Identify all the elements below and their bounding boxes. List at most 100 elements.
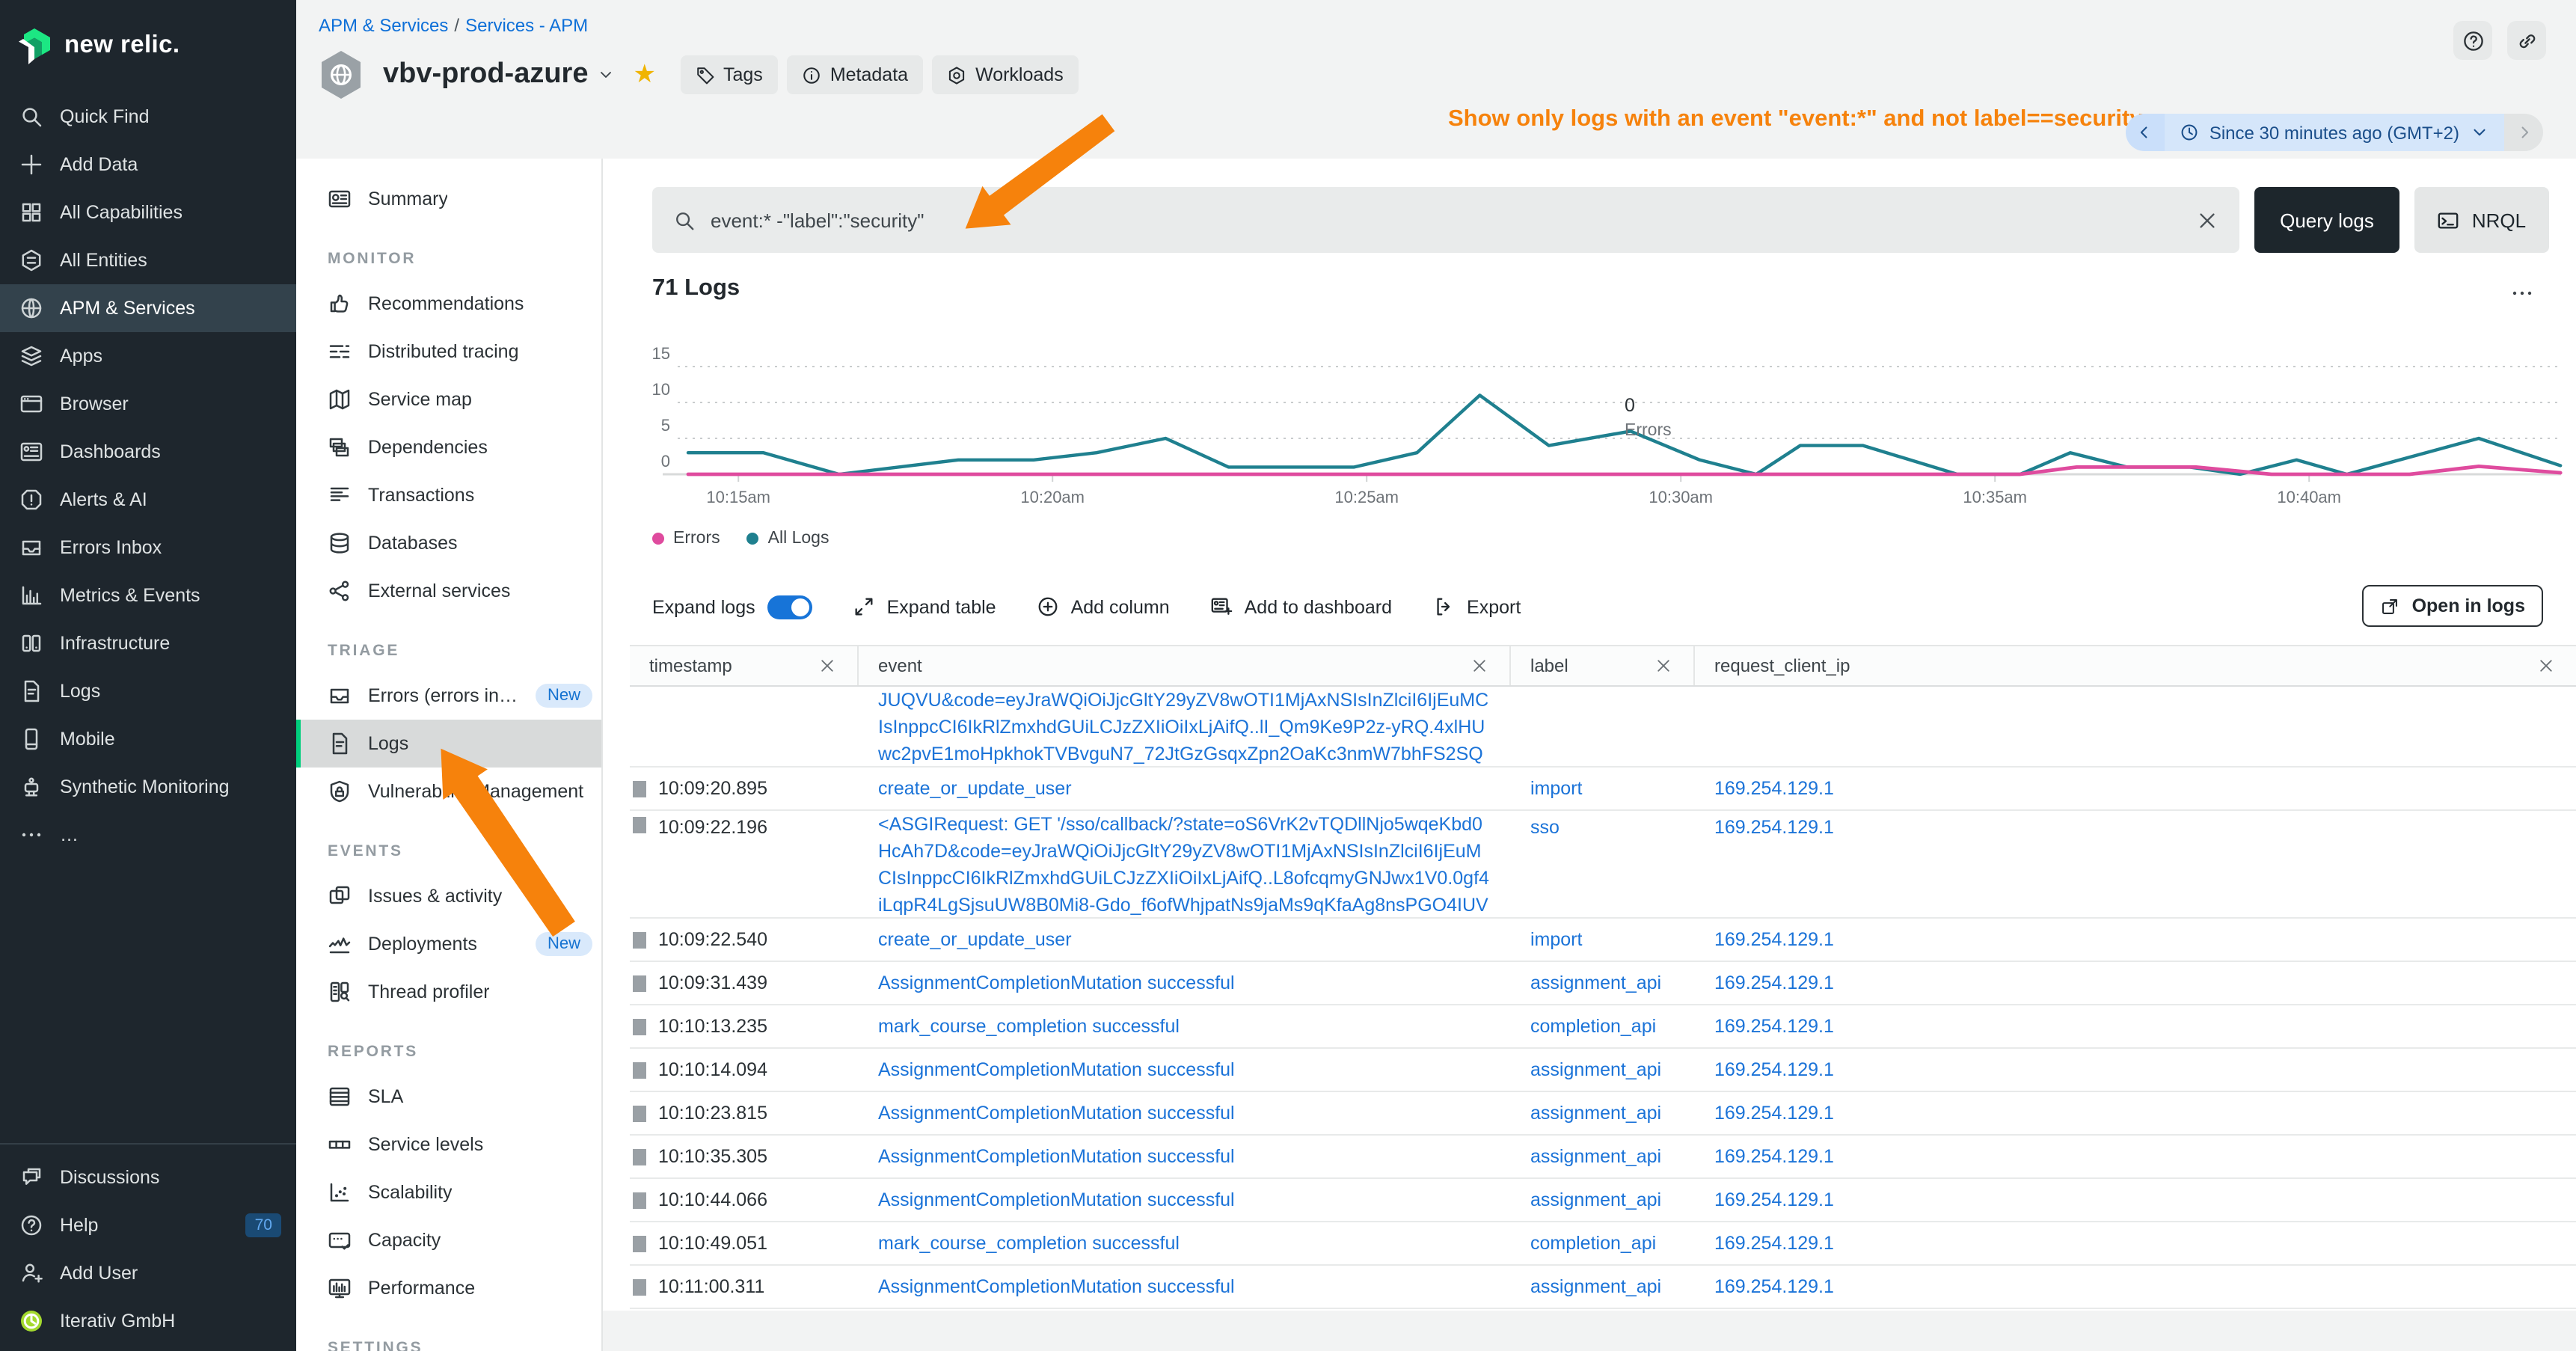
sidebar-item-all-entities[interactable]: All Entities (0, 236, 296, 284)
query-logs-button[interactable]: Query logs (2254, 187, 2399, 253)
ip-link[interactable]: 169.254.129.1 (1714, 972, 1834, 993)
entity-nav-item-external-services[interactable]: External services (296, 567, 601, 615)
time-forward-button[interactable] (2504, 114, 2543, 151)
time-back-button[interactable] (2125, 114, 2165, 151)
entity-chevron-down-icon[interactable] (598, 66, 616, 84)
entity-nav-item-deployments[interactable]: Deployments New (296, 920, 601, 968)
sidebar-item-dashboards[interactable]: Dashboards (0, 428, 296, 476)
breadcrumb-link-apm-services[interactable]: APM & Services (319, 15, 449, 36)
add-to-dashboard-button[interactable]: Add to dashboard (1210, 595, 1392, 618)
remove-column-icon[interactable] (1471, 657, 1488, 675)
sidebar-footer-discussions[interactable]: Discussions (0, 1154, 296, 1201)
expand-logs-toggle[interactable]: Expand logs (652, 595, 812, 619)
entity-nav-item-distributed-tracing[interactable]: Distributed tracing (296, 328, 601, 376)
label-link[interactable]: import (1530, 778, 1583, 799)
legend-item-all-logs[interactable]: All Logs (746, 530, 829, 548)
sidebar-item-add-data[interactable]: Add Data (0, 141, 296, 189)
entity-nav-item-errors-errors-inb[interactable]: Errors (errors inb... New (296, 672, 601, 720)
ip-link[interactable]: 169.254.129.1 (1714, 929, 1834, 950)
entity-nav-item-thread-profiler[interactable]: Thread profiler (296, 968, 601, 1016)
label-link[interactable]: assignment_api (1530, 1103, 1662, 1124)
table-row[interactable]: 10:10:23.815 AssignmentCompletionMutation… (630, 1092, 2576, 1136)
sidebar-footer-add-user[interactable]: Add User (0, 1249, 296, 1297)
label-link[interactable]: completion_api (1530, 1016, 1657, 1037)
legend-item-errors[interactable]: Errors (652, 530, 720, 548)
event-link[interactable]: <ASGIRequest: GET '/sso/callback/?state=… (878, 814, 1489, 916)
event-link[interactable]: AssignmentCompletionMutation successful (878, 1189, 1235, 1210)
expand-table-button[interactable]: Expand table (853, 595, 996, 618)
sidebar-item-infrastructure[interactable]: Infrastructure (0, 619, 296, 667)
column-header-label[interactable]: label (1511, 646, 1695, 685)
workloads-button[interactable]: Workloads (932, 55, 1079, 94)
entity-nav-item-issues-activity[interactable]: Issues & activity (296, 872, 601, 920)
ip-link[interactable]: 169.254.129.1 (1714, 1059, 1834, 1080)
table-row[interactable]: 10:10:35.305 AssignmentCompletionMutation… (630, 1136, 2576, 1179)
event-link[interactable]: create_or_update_user (878, 778, 1072, 799)
sidebar-item-synthetic-monitoring[interactable]: Synthetic Monitoring (0, 763, 296, 811)
ip-link[interactable]: 169.254.129.1 (1714, 1103, 1834, 1124)
ip-link[interactable]: 169.254.129.1 (1714, 1233, 1834, 1254)
table-row[interactable]: 10:10:13.235 mark_course_completion succe… (630, 1005, 2576, 1049)
ip-link[interactable]: 169.254.129.1 (1714, 817, 1834, 838)
column-header-timestamp[interactable]: timestamp (630, 646, 859, 685)
sidebar-item-more[interactable]: … (0, 811, 296, 859)
help-button[interactable] (2453, 21, 2492, 60)
table-row[interactable]: 10:10:49.051 mark_course_completion succe… (630, 1222, 2576, 1266)
log-query-bar[interactable]: event:* -"label":"security" (652, 187, 2239, 253)
ip-link[interactable]: 169.254.129.1 (1714, 1189, 1834, 1210)
event-link[interactable]: AssignmentCompletionMutation successful (878, 1103, 1235, 1124)
new-relic-logo[interactable]: new relic. (0, 0, 296, 72)
table-row[interactable]: 10:11:00.311 AssignmentCompletionMutation… (630, 1266, 2576, 1309)
nrql-button[interactable]: NRQL (2414, 187, 2549, 253)
sidebar-item-alerts-ai[interactable]: Alerts & AI (0, 476, 296, 524)
permalink-button[interactable] (2507, 21, 2546, 60)
entity-nav-item-sla[interactable]: SLA (296, 1073, 601, 1121)
label-link[interactable]: completion_api (1530, 1233, 1657, 1254)
entity-name[interactable]: vbv-prod-azure (383, 58, 589, 90)
metadata-button[interactable]: Metadata (786, 55, 924, 94)
entity-nav-item-vulnerability-management[interactable]: Vulnerability Management (296, 768, 601, 815)
sidebar-item-quick-find[interactable]: Quick Find (0, 93, 296, 141)
label-link[interactable]: assignment_api (1530, 1059, 1662, 1080)
table-row[interactable]: 10:10:44.066 AssignmentCompletionMutation… (630, 1179, 2576, 1222)
remove-column-icon[interactable] (1655, 657, 1672, 675)
sidebar-footer-help[interactable]: Help 70 (0, 1201, 296, 1249)
sidebar-item-mobile[interactable]: Mobile (0, 715, 296, 763)
label-link[interactable]: import (1530, 929, 1583, 950)
event-link[interactable]: mark_course_completion successful (878, 1016, 1180, 1037)
entity-nav-item-service-map[interactable]: Service map (296, 376, 601, 423)
table-row[interactable]: 10:09:22.540 create_or_update_user import 1… (630, 919, 2576, 962)
entity-nav-item-performance[interactable]: Performance (296, 1264, 601, 1312)
entity-nav-item-summary[interactable]: Summary (296, 175, 601, 223)
event-link[interactable]: AssignmentCompletionMutation successful (878, 972, 1235, 993)
sidebar-item-browser[interactable]: Browser (0, 380, 296, 428)
label-link[interactable]: assignment_api (1530, 972, 1662, 993)
ip-link[interactable]: 169.254.129.1 (1714, 1276, 1834, 1297)
table-row[interactable]: 10:09:20.895 create_or_update_user import 1… (630, 768, 2576, 811)
label-link[interactable]: assignment_api (1530, 1276, 1662, 1297)
entity-nav-item-service-levels[interactable]: Service levels (296, 1121, 601, 1168)
sidebar-item-apps[interactable]: Apps (0, 332, 296, 380)
sidebar-footer-iterativ-gmbh[interactable]: Iterativ GmbH (0, 1297, 296, 1345)
sidebar-item-apm-services[interactable]: APM & Services (0, 284, 296, 332)
tags-button[interactable]: Tags (680, 55, 778, 94)
sidebar-item-logs[interactable]: Logs (0, 667, 296, 715)
sidebar-item-metrics-events[interactable]: Metrics & Events (0, 572, 296, 619)
column-header-request-client-ip[interactable]: request_client_ip (1695, 646, 2576, 685)
table-row[interactable]: JUQVU&code=eyJraWQiOiJjcGltY29yZV8wOTI1M… (630, 687, 2576, 768)
chart-options-button[interactable] (2506, 281, 2539, 305)
label-link[interactable]: assignment_api (1530, 1189, 1662, 1210)
entity-nav-item-capacity[interactable]: Capacity (296, 1216, 601, 1264)
open-in-logs-button[interactable]: Open in logs (2362, 585, 2543, 627)
event-link[interactable]: create_or_update_user (878, 929, 1072, 950)
breadcrumb-link-services-apm[interactable]: Services - APM (465, 15, 589, 36)
entity-nav-item-recommendations[interactable]: Recommendations (296, 280, 601, 328)
toggle-on-icon[interactable] (767, 595, 812, 619)
export-button[interactable]: Export (1432, 595, 1521, 618)
table-row[interactable]: 10:10:14.094 AssignmentCompletionMutation… (630, 1049, 2576, 1092)
event-link[interactable]: AssignmentCompletionMutation successful (878, 1059, 1235, 1080)
remove-column-icon[interactable] (2537, 657, 2555, 675)
ip-link[interactable]: 169.254.129.1 (1714, 1016, 1834, 1037)
sidebar-item-errors-inbox[interactable]: Errors Inbox (0, 524, 296, 572)
sidebar-item-all-capabilities[interactable]: All Capabilities (0, 189, 296, 236)
